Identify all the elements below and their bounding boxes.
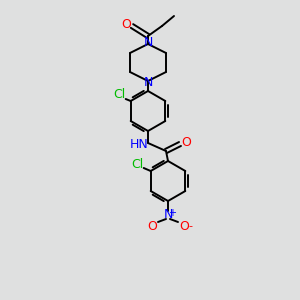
Text: O: O: [179, 220, 189, 232]
Text: Cl: Cl: [132, 158, 144, 172]
Text: N: N: [163, 208, 173, 221]
Text: -: -: [188, 221, 192, 231]
Text: HN: HN: [130, 137, 148, 151]
Text: N: N: [143, 76, 153, 89]
Text: O: O: [121, 19, 131, 32]
Text: +: +: [168, 208, 176, 218]
Text: Cl: Cl: [114, 88, 126, 101]
Text: O: O: [181, 136, 191, 149]
Text: O: O: [147, 220, 157, 232]
Text: N: N: [143, 35, 153, 49]
